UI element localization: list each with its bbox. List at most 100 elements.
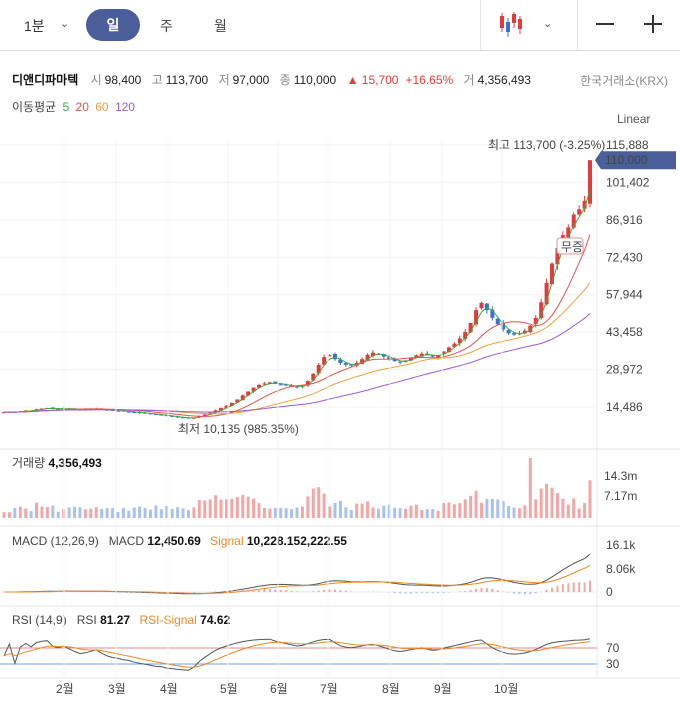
volume-bar	[241, 494, 245, 518]
volume-bar	[431, 508, 435, 518]
macd-histogram-bar	[431, 592, 434, 594]
volume-bar	[371, 507, 375, 518]
zoom-out-icon[interactable]	[596, 23, 614, 25]
candle-body	[213, 410, 218, 413]
candle-body	[479, 302, 484, 309]
volume-bar	[252, 498, 256, 518]
volume-bar	[479, 502, 483, 518]
volume-bar	[501, 501, 505, 518]
candle-body	[528, 325, 533, 333]
macd-histogram-bar	[589, 580, 591, 592]
volume-bar	[295, 507, 299, 518]
price-tick-label: 72,430	[606, 250, 643, 264]
period-tab-month[interactable]: 월	[214, 18, 227, 34]
volume-panel-legend: 거래량 4,356,493	[12, 454, 108, 471]
period-tab-day[interactable]: 일	[86, 9, 140, 41]
volume-bar	[539, 488, 543, 518]
volume-bar	[83, 509, 87, 518]
volume-bar	[382, 505, 386, 518]
change-percent: +16.65%	[405, 73, 454, 87]
macd-histogram-bar	[464, 590, 467, 592]
candle-body	[539, 302, 544, 319]
candle-body	[370, 352, 375, 357]
volume-tick-label: 7.17m	[604, 489, 637, 503]
scale-mode-selector[interactable]: Linear	[617, 112, 651, 126]
volume-bar	[13, 507, 17, 518]
candle-body	[202, 414, 207, 417]
macd-histogram-bar	[415, 592, 418, 594]
volume-bar	[165, 505, 169, 518]
moving-average-legend[interactable]: 이동평균 5 20 60 120	[12, 98, 138, 115]
close-value: 110,000	[293, 73, 337, 87]
candle-body	[56, 408, 61, 410]
volume-bar	[219, 499, 223, 518]
candle-body	[398, 361, 403, 363]
macd-histogram-bar	[339, 590, 342, 592]
volume-bar	[73, 506, 77, 518]
candle-body	[501, 323, 506, 330]
volume-bar	[176, 507, 180, 518]
candle-body	[512, 333, 517, 335]
macd-histogram-bar	[556, 585, 559, 592]
chart-type-selector[interactable]	[480, 0, 578, 50]
candle-body	[170, 415, 175, 417]
interval-selector[interactable]: 1분	[24, 18, 45, 34]
volume-value: 4,356,493	[477, 73, 531, 87]
volume-bar	[154, 505, 158, 518]
candle-body	[555, 248, 560, 265]
volume-bar	[279, 507, 283, 518]
rsi-label: RSI	[76, 613, 97, 627]
candle-body	[387, 357, 392, 360]
macd-histogram-bar	[475, 588, 478, 592]
macd-histogram-bar	[578, 582, 581, 592]
volume-bar	[273, 508, 277, 518]
volume-bar	[143, 507, 147, 518]
macd-histogram-bar	[404, 592, 407, 594]
candle-body	[381, 354, 386, 357]
rsi-line	[3, 638, 591, 671]
candle-body	[224, 405, 229, 409]
volume-bar	[409, 505, 413, 518]
macd-histogram-bar	[225, 590, 228, 592]
volume-bar	[257, 503, 261, 518]
chevron-down-icon[interactable]: ⌄	[60, 18, 70, 30]
macd-histogram-bar	[409, 592, 412, 594]
volume-bar	[7, 512, 11, 518]
volume-bar	[404, 508, 408, 518]
chevron-down-icon[interactable]: ⌄	[543, 18, 553, 30]
candle-body	[550, 263, 555, 285]
ma-20-label: 20	[75, 100, 89, 114]
period-tab-week[interactable]: 주	[160, 18, 173, 34]
macd-histogram-bar	[187, 592, 190, 593]
volume-bar	[56, 511, 60, 518]
price-tick-label: 101,402	[606, 175, 650, 189]
x-tick-label: 9월	[434, 682, 452, 696]
high-value: 113,700	[165, 73, 209, 87]
macd-histogram-bar	[491, 589, 494, 592]
volume-bar	[512, 507, 516, 518]
volume-bar	[393, 507, 397, 518]
low-label: 저	[218, 73, 230, 87]
volume-bar	[197, 500, 201, 518]
rsi-tick-label: 70	[606, 641, 620, 655]
volume-bar	[366, 501, 370, 518]
macd-tick-label: 16.1k	[606, 538, 636, 552]
volume-bar	[29, 511, 33, 518]
macd-signal-line	[4, 564, 591, 594]
candlestick-icon	[500, 12, 522, 37]
volume-bar	[24, 508, 28, 518]
volume-bar	[458, 503, 462, 518]
macd-histogram-bar	[236, 590, 239, 592]
macd-histogram-bar	[154, 592, 157, 593]
volume-bar	[94, 507, 98, 518]
macd-histogram-bar	[328, 589, 331, 592]
volume-bar	[2, 512, 6, 518]
candle-body	[446, 347, 451, 353]
ma-20-line	[3, 234, 591, 417]
candle-body	[295, 386, 299, 388]
volume-bar	[18, 506, 22, 518]
macd-histogram-bar	[572, 582, 575, 592]
volume-bar	[311, 488, 315, 518]
candle-body	[262, 383, 267, 385]
